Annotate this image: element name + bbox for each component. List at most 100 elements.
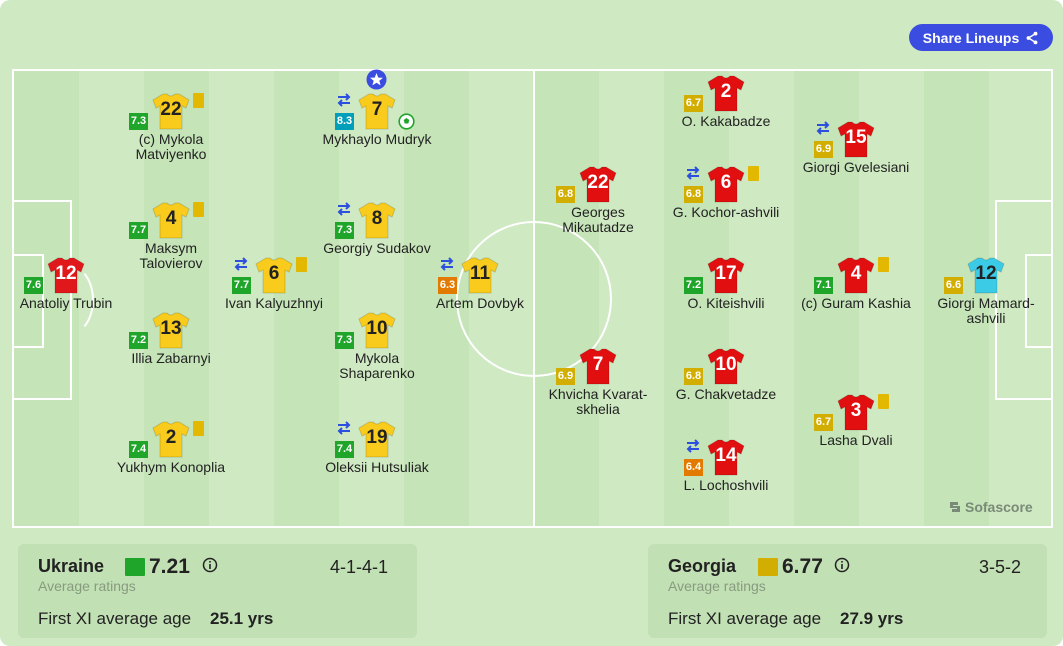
player-kakabadze[interactable]: 2 6.7 O. Kakabadze	[661, 73, 791, 129]
shirt-number: 15	[845, 127, 867, 148]
share-lineups-button[interactable]: Share Lineups	[909, 24, 1053, 51]
player-sudakov[interactable]: 8 7.3 Georgiy Sudakov	[312, 200, 442, 256]
player-mikautadze[interactable]: 22 6.8 Georges Mikautadze	[533, 164, 663, 235]
player-rating: 7.3	[335, 222, 354, 239]
shirt-number: 6	[268, 263, 280, 284]
player-shaparenko[interactable]: 10 7.3 Mykola Shaparenko	[312, 310, 442, 381]
player-name: Artem Dovbyk	[436, 295, 524, 311]
home-average-ratings-label: Average ratings	[38, 578, 136, 594]
player-zabarnyi[interactable]: 13 7.2 Illia Zabarnyi	[106, 310, 236, 366]
player-mamardashvili[interactable]: 12 6.6 Giorgi Mamard-ashvili	[921, 255, 1051, 326]
player-kvaratskhelia[interactable]: 7 6.9 Khvicha Kvarat-skhelia	[533, 346, 663, 417]
penalty-arc-left	[42, 264, 94, 336]
player-kochorashvili[interactable]: 6 6.8 G. Kochor-ashvili	[661, 164, 791, 220]
player-rating: 8.3	[335, 113, 354, 130]
shirt-number: 6	[720, 172, 732, 193]
home-team-rating: 7.21	[149, 555, 190, 578]
player-rating: 6.9	[814, 141, 833, 158]
shirt: 13 7.2	[129, 310, 191, 350]
substitution-icon	[337, 93, 351, 107]
shirt: 22 7.3	[129, 91, 204, 131]
player-konoplia[interactable]: 2 7.4 Yukhym Konoplia	[106, 419, 236, 475]
shirt-number: 7	[592, 354, 604, 375]
player-lochoshvili[interactable]: 14 6.4 L. Lochoshvili	[661, 437, 791, 493]
shirt-number: 3	[850, 400, 862, 421]
player-rating: 7.1	[814, 277, 833, 294]
substitution-icon	[686, 439, 700, 453]
shirt-number: 14	[715, 445, 737, 466]
home-formation: 4-1-4-1	[330, 557, 389, 577]
pitch-stripe	[924, 71, 989, 526]
player-kashia[interactable]: 4 7.1 (c) Guram Kashia	[791, 255, 921, 311]
player-mudryk[interactable]: 7 8.3 Mykhaylo Mudryk	[312, 69, 442, 147]
shirt: 10 6.8	[684, 346, 746, 386]
shirt-icon	[837, 394, 875, 431]
shirt: 4 7.7	[129, 200, 204, 240]
player-trubin[interactable]: 12 7.6 Anatoliy Trubin	[1, 255, 131, 311]
shirt-icon	[837, 257, 875, 294]
substitution-icon	[686, 166, 700, 180]
player-dovbyk[interactable]: 11 6.3 Artem Dovbyk	[415, 255, 545, 311]
player-rating: 7.2	[684, 277, 703, 294]
player-kalyuzhnyi[interactable]: 6 7.7 Ivan Kalyuzhnyi	[209, 255, 339, 311]
player-name: L. Lochoshvili	[683, 477, 769, 493]
player-chakvetadze[interactable]: 10 6.8 G. Chakvetadze	[661, 346, 791, 402]
player-talovierov[interactable]: 4 7.7 Maksym Talovierov	[106, 200, 236, 271]
shirt: 3 6.7	[814, 392, 889, 432]
away-age-label: First XI average age	[668, 609, 822, 628]
shirt-number: 11	[469, 263, 491, 284]
player-rating: 7.3	[335, 332, 354, 349]
home-rating-color	[125, 558, 145, 576]
shirt: 14 6.4	[684, 437, 746, 477]
player-name: O. Kiteishvili	[687, 295, 765, 311]
away-age-value: 27.9 yrs	[840, 609, 904, 628]
shirt-number: 10	[366, 318, 388, 339]
player-name: G. Kochor-ashvili	[672, 204, 780, 220]
player-gvelesiani[interactable]: 15 6.9 Giorgi Gvelesiani	[791, 119, 921, 175]
away-formation: 3-5-2	[979, 557, 1022, 577]
shirt-icon	[707, 348, 745, 385]
shirt-number: 10	[715, 354, 737, 375]
player-rating: 6.8	[556, 186, 575, 203]
shirt: 10 7.3	[335, 310, 397, 350]
player-name: Maksym Talovierov	[139, 240, 203, 271]
player-name: Giorgi Mamard-ashvili	[937, 295, 1035, 326]
info-icon[interactable]	[202, 557, 218, 573]
center-circle	[456, 221, 612, 377]
player-name: (c) Mykola Matviyenko	[135, 131, 207, 162]
yellow-card-icon	[296, 257, 307, 272]
shirt-number: 22	[160, 99, 182, 120]
substitution-icon	[337, 202, 351, 216]
shirt: 19 7.4	[335, 419, 397, 459]
shirt-icon	[358, 312, 396, 349]
away-team-name: Georgia	[668, 556, 737, 576]
shirt-icon	[152, 421, 190, 458]
shirt-icon	[152, 312, 190, 349]
player-rating: 6.7	[814, 414, 833, 431]
player-name: Lasha Dvali	[819, 432, 893, 448]
player-rating: 6.3	[438, 277, 457, 294]
player-rating: 6.7	[684, 95, 703, 112]
player-kiteishvili[interactable]: 17 7.2 O. Kiteishvili	[661, 255, 791, 311]
away-average-ratings-label: Average ratings	[668, 578, 766, 594]
shirt: 15 6.9	[814, 119, 876, 159]
yellow-card-icon	[878, 257, 889, 272]
info-icon[interactable]	[834, 557, 850, 573]
player-name: Mykhaylo Mudryk	[322, 131, 432, 147]
shirt-number: 4	[165, 208, 177, 229]
shirt-icon	[707, 257, 745, 294]
yellow-card-icon	[193, 421, 204, 436]
sofascore-icon	[950, 502, 960, 512]
substitution-icon	[234, 257, 248, 271]
shirt-icon	[47, 257, 85, 294]
player-name: O. Kakabadze	[681, 113, 771, 129]
player-matviyenko[interactable]: 22 7.3 (c) Mykola Matviyenko	[106, 91, 236, 162]
shirt-icon	[967, 257, 1005, 294]
player-hutsuliak[interactable]: 19 7.4 Oleksii Hutsuliak	[312, 419, 442, 475]
player-rating: 7.7	[129, 222, 148, 239]
player-dvali[interactable]: 3 6.7 Lasha Dvali	[791, 392, 921, 448]
player-name: (c) Guram Kashia	[801, 295, 911, 311]
shirt: 7 8.3	[335, 69, 415, 131]
brand-label: Sofascore	[965, 499, 1033, 515]
